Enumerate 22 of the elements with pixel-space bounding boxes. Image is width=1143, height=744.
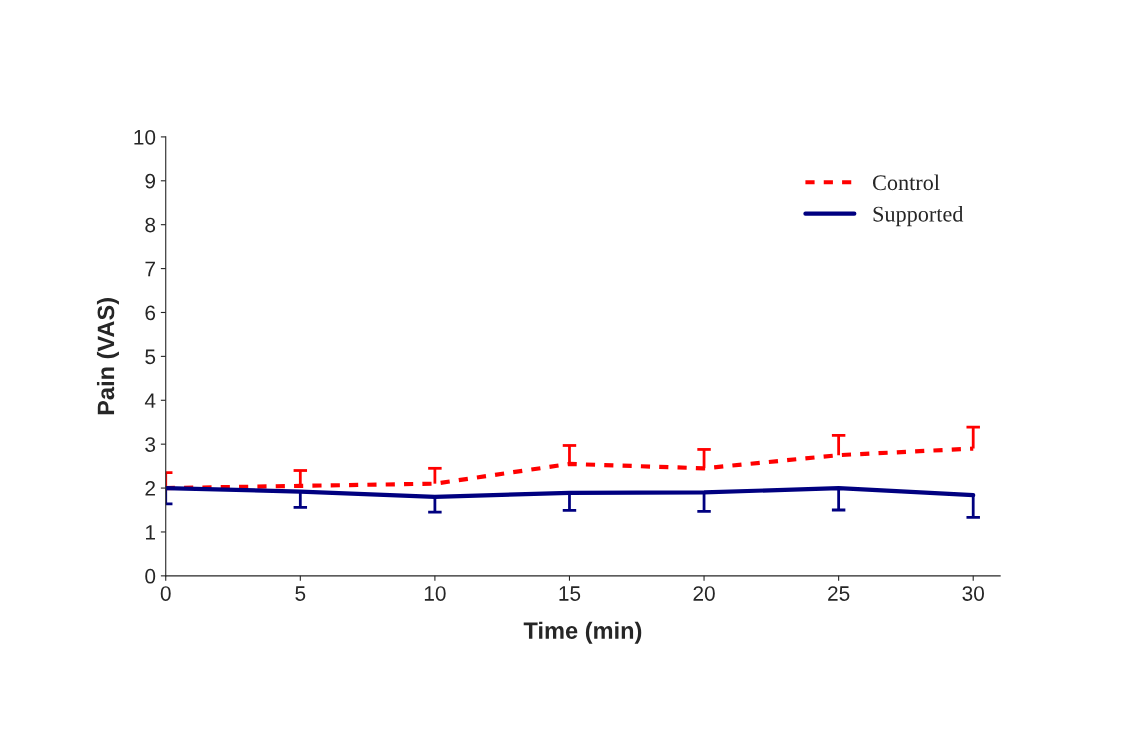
x-tick-label: 5 — [295, 586, 306, 601]
x-tick-label: 15 — [559, 586, 581, 601]
y-axis-title: Pain (VAS) — [96, 298, 119, 415]
y-tick-label: 3 — [145, 437, 156, 452]
x-tick-label: 25 — [828, 586, 850, 601]
y-tick-label: 7 — [145, 261, 155, 277]
x-tick-label: 10 — [424, 586, 446, 601]
y-tick-label: 4 — [144, 393, 156, 408]
y-tick-label: 9 — [145, 173, 156, 189]
x-axis-title: Time (min) — [523, 621, 642, 644]
y-tick-label: 5 — [145, 349, 156, 365]
x-tick-label: 20 — [693, 586, 715, 601]
y-tick-label: 0 — [145, 568, 156, 584]
y-tick-label: 2 — [145, 481, 155, 496]
y-tick-label: 6 — [145, 305, 156, 321]
y-tick-label: 8 — [145, 217, 156, 233]
legend-label: Control — [873, 174, 940, 191]
y-tick-label: 1 — [146, 525, 155, 540]
legend-label: Supported — [873, 205, 964, 227]
x-tick-label: 0 — [160, 586, 171, 601]
y-tick-label: 10 — [134, 129, 156, 145]
x-tick-label: 30 — [962, 586, 984, 601]
